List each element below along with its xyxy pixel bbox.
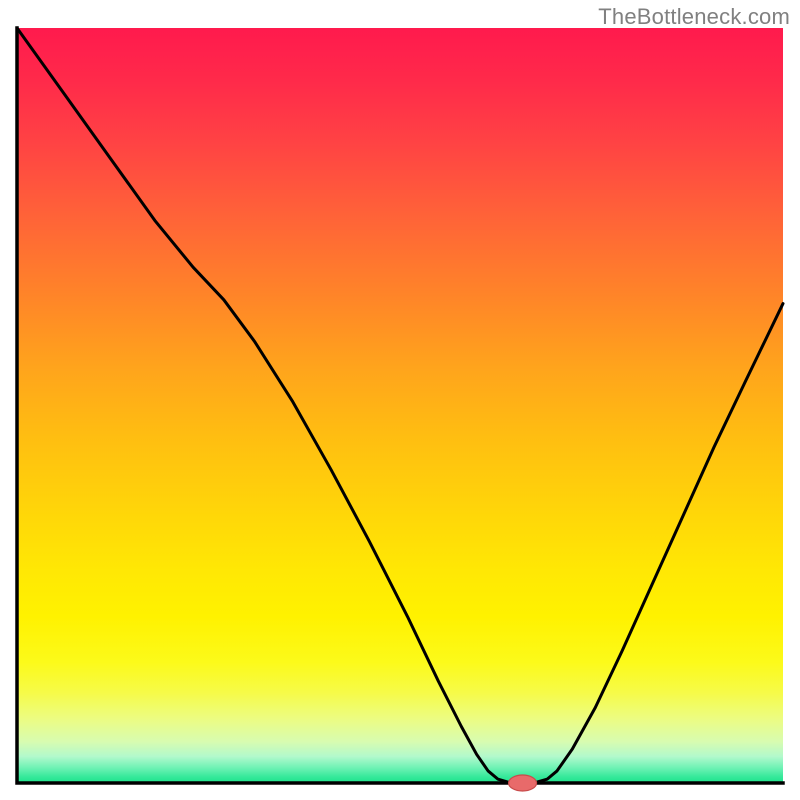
min-point-marker xyxy=(509,775,537,791)
plot-background xyxy=(17,28,783,783)
watermark-text: TheBottleneck.com xyxy=(598,4,790,30)
chart-svg xyxy=(0,0,800,800)
bottleneck-chart: TheBottleneck.com xyxy=(0,0,800,800)
